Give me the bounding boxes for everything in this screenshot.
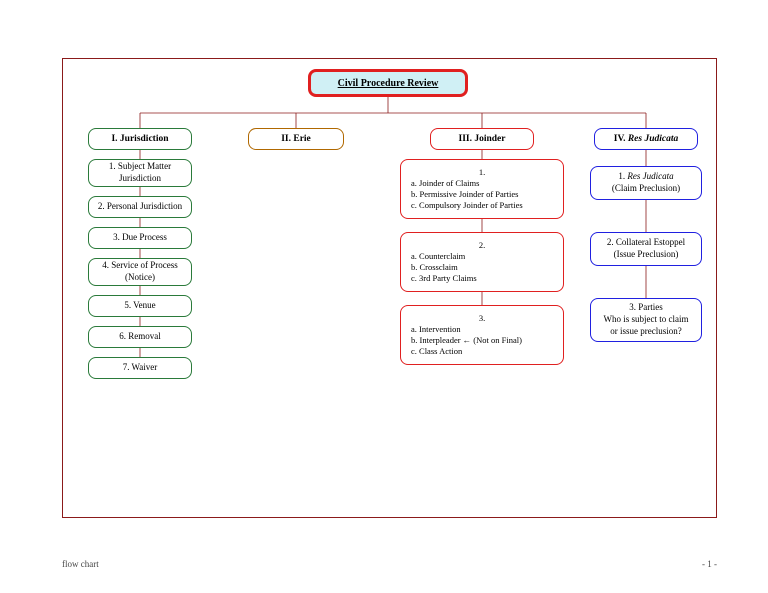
col4-node-3: 3. Parties Who is subject to claim or is… — [590, 298, 702, 342]
col1-node-4: 4. Service of Process (Notice) — [88, 258, 192, 286]
col3-node-2: 2. a. Counterclaim b. Crossclaim c. 3rd … — [400, 232, 564, 292]
col1-node-2: 2. Personal Jurisdiction — [88, 196, 192, 218]
col1-node-6: 6. Removal — [88, 326, 192, 348]
col3-node-3: 3. a. Intervention b. Interpleader ← (No… — [400, 305, 564, 365]
col1-node-1: 1. Subject Matter Jurisdiction — [88, 159, 192, 187]
col4-node-1: 1. Res Judicata (Claim Preclusion) — [590, 166, 702, 200]
col1-node-7: 7. Waiver — [88, 357, 192, 379]
col4-node-2: 2. Collateral Estoppel (Issue Preclusion… — [590, 232, 702, 266]
col1-header: I. Jurisdiction — [88, 128, 192, 150]
col1-node-3: 3. Due Process — [88, 227, 192, 249]
col1-node-5: 5. Venue — [88, 295, 192, 317]
footer-right: - 1 - — [702, 559, 717, 569]
col4-header: IV. Res Judicata — [594, 128, 698, 150]
col2-header: II. Erie — [248, 128, 344, 150]
title-node: Civil Procedure Review — [308, 69, 468, 97]
col3-node-1: 1. a. Joinder of Claims b. Permissive Jo… — [400, 159, 564, 219]
col3-header: III. Joinder — [430, 128, 534, 150]
footer-left: flow chart — [62, 559, 99, 569]
outer-frame — [62, 58, 717, 518]
